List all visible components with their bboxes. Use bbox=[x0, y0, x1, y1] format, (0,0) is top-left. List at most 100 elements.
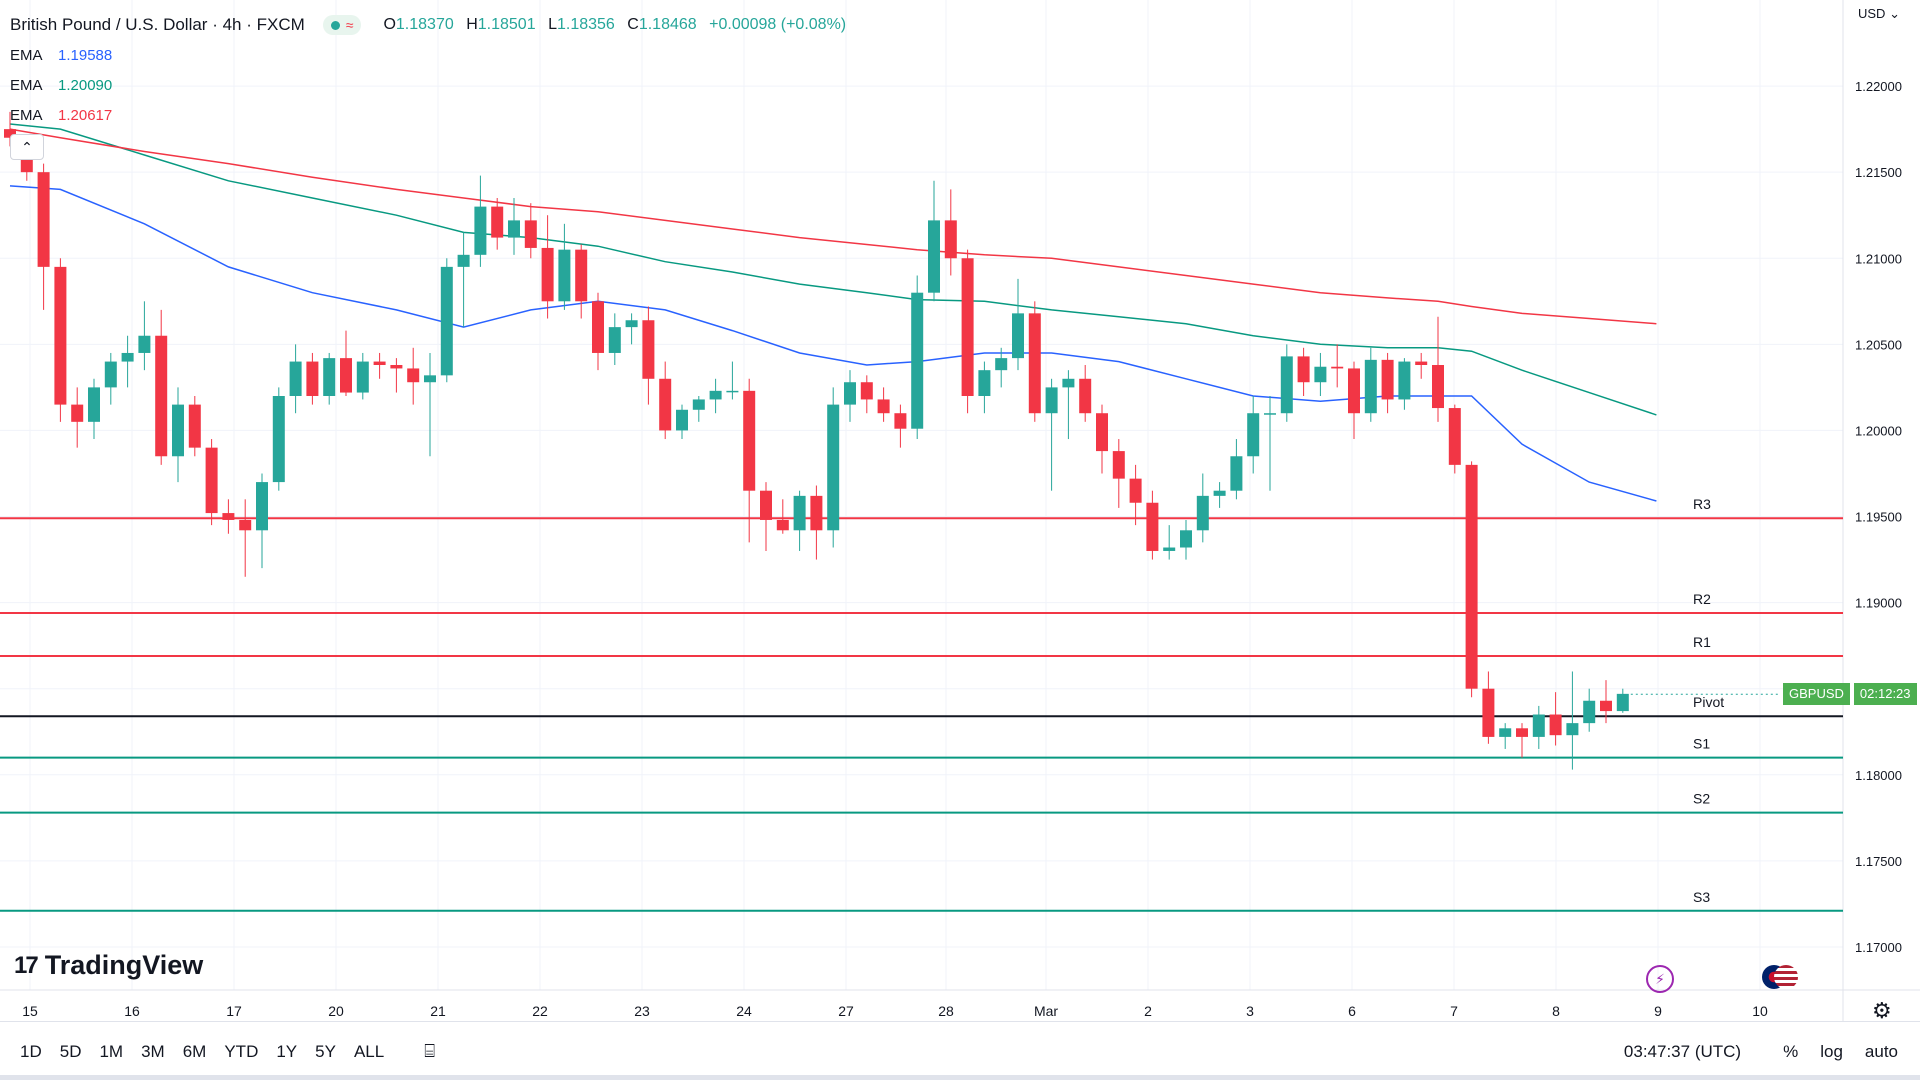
candle[interactable] bbox=[239, 499, 252, 577]
market-status-badge[interactable]: ≈ bbox=[322, 15, 362, 35]
candle[interactable] bbox=[1180, 519, 1192, 560]
candle[interactable] bbox=[810, 485, 823, 560]
candle[interactable] bbox=[407, 347, 420, 405]
candle[interactable] bbox=[440, 258, 453, 383]
candle[interactable] bbox=[541, 215, 554, 319]
candle[interactable] bbox=[104, 352, 117, 405]
candle[interactable] bbox=[1163, 525, 1176, 560]
timeframe-button[interactable]: 5D bbox=[59, 1041, 82, 1061]
candle[interactable] bbox=[474, 175, 487, 267]
candle[interactable] bbox=[256, 473, 268, 569]
auto-toggle[interactable]: auto bbox=[1864, 1041, 1898, 1061]
percent-toggle[interactable]: % bbox=[1783, 1041, 1799, 1061]
candle[interactable] bbox=[1280, 344, 1293, 422]
candle[interactable] bbox=[978, 361, 991, 414]
candle[interactable] bbox=[1566, 671, 1579, 770]
ema-line[interactable] bbox=[9, 185, 1657, 502]
candle[interactable] bbox=[1348, 361, 1360, 440]
date-range-icon[interactable]: ⌸ bbox=[424, 1041, 435, 1061]
candle[interactable] bbox=[1129, 464, 1142, 526]
candle[interactable] bbox=[1549, 692, 1562, 746]
candle[interactable] bbox=[1264, 396, 1276, 491]
candle[interactable] bbox=[1331, 344, 1344, 388]
timeframe-button[interactable]: 1M bbox=[99, 1041, 124, 1061]
candle[interactable] bbox=[860, 375, 873, 414]
timeframe-button[interactable]: YTD bbox=[224, 1041, 259, 1061]
candle[interactable] bbox=[961, 249, 974, 414]
ema-legend-1[interactable]: EMA 1.19588 bbox=[10, 40, 854, 70]
lightning-icon[interactable]: ⚡ bbox=[1646, 965, 1674, 993]
candle[interactable] bbox=[1213, 482, 1226, 508]
candle[interactable] bbox=[1415, 352, 1428, 379]
candle[interactable] bbox=[373, 352, 386, 379]
candle[interactable] bbox=[323, 352, 336, 405]
candle[interactable] bbox=[928, 180, 940, 302]
candle[interactable] bbox=[1079, 365, 1092, 422]
candle[interactable] bbox=[1482, 671, 1495, 744]
candle[interactable] bbox=[1247, 396, 1260, 474]
timeframe-button[interactable]: 1D bbox=[20, 1041, 42, 1061]
candle[interactable] bbox=[205, 439, 218, 526]
candle[interactable] bbox=[155, 309, 168, 465]
candle[interactable] bbox=[575, 244, 588, 319]
candle[interactable] bbox=[222, 499, 235, 534]
candle[interactable] bbox=[776, 499, 789, 534]
candle[interactable] bbox=[944, 189, 957, 276]
candle[interactable] bbox=[1045, 378, 1058, 491]
ema-legend-3[interactable]: EMA 1.20617 bbox=[10, 100, 854, 130]
candle[interactable] bbox=[760, 482, 772, 551]
candle[interactable] bbox=[188, 396, 201, 457]
currency-menu[interactable]: USD ⌄ bbox=[1858, 6, 1900, 22]
price-chart[interactable]: 1.170001.175001.180001.185001.190001.195… bbox=[0, 0, 1920, 1021]
candle[interactable] bbox=[306, 352, 319, 405]
candle[interactable] bbox=[340, 330, 352, 396]
candle[interactable] bbox=[508, 198, 520, 255]
candle[interactable] bbox=[272, 387, 285, 491]
candle[interactable] bbox=[642, 306, 655, 405]
candle[interactable] bbox=[726, 361, 739, 400]
utc-clock[interactable]: 03:47:37 (UTC) bbox=[1623, 1041, 1742, 1061]
candle[interactable] bbox=[592, 292, 604, 371]
timeframe-button[interactable]: 1Y bbox=[276, 1041, 298, 1061]
candle[interactable] bbox=[877, 387, 890, 422]
candle[interactable] bbox=[558, 223, 571, 310]
candle[interactable] bbox=[54, 258, 67, 422]
candle[interactable] bbox=[1532, 705, 1545, 749]
candle[interactable] bbox=[1314, 352, 1327, 396]
candle[interactable] bbox=[625, 313, 638, 345]
candle[interactable] bbox=[1112, 439, 1125, 508]
candle[interactable] bbox=[1432, 316, 1444, 422]
candle[interactable] bbox=[1516, 723, 1528, 758]
candle[interactable] bbox=[1062, 370, 1075, 440]
gear-icon[interactable]: ⚙ bbox=[1872, 998, 1892, 1023]
candle[interactable] bbox=[1012, 278, 1024, 371]
ema-line[interactable] bbox=[9, 123, 1657, 416]
candle[interactable] bbox=[1616, 688, 1629, 713]
candle[interactable] bbox=[121, 335, 134, 388]
timeframe-button[interactable]: ALL bbox=[353, 1041, 385, 1061]
candle[interactable] bbox=[88, 378, 100, 440]
timeframe-button[interactable]: 5Y bbox=[315, 1041, 336, 1061]
candle[interactable] bbox=[356, 352, 369, 400]
candle[interactable] bbox=[1448, 404, 1461, 474]
candle[interactable] bbox=[676, 404, 688, 440]
candle[interactable] bbox=[138, 301, 151, 371]
symbol-title[interactable]: British Pound / U.S. Dollar · 4h · FXCM bbox=[10, 15, 305, 34]
candle[interactable] bbox=[71, 387, 84, 448]
candle[interactable] bbox=[172, 387, 184, 483]
candle[interactable] bbox=[524, 203, 537, 259]
candle[interactable] bbox=[659, 361, 672, 440]
candle[interactable] bbox=[424, 352, 436, 457]
candle[interactable] bbox=[1465, 461, 1478, 698]
candle[interactable] bbox=[894, 404, 907, 448]
ema-legend-2[interactable]: EMA 1.20090 bbox=[10, 70, 854, 100]
candle[interactable] bbox=[289, 344, 302, 414]
timeframe-button[interactable]: 6M bbox=[182, 1041, 207, 1061]
timeframe-button[interactable]: 3M bbox=[141, 1041, 165, 1061]
collapse-legend-button[interactable]: ⌃ bbox=[10, 134, 44, 160]
candle[interactable] bbox=[793, 490, 806, 551]
candle[interactable] bbox=[709, 378, 722, 414]
candle[interactable] bbox=[1096, 404, 1108, 474]
candle[interactable] bbox=[457, 232, 470, 328]
log-toggle[interactable]: log bbox=[1820, 1041, 1843, 1061]
